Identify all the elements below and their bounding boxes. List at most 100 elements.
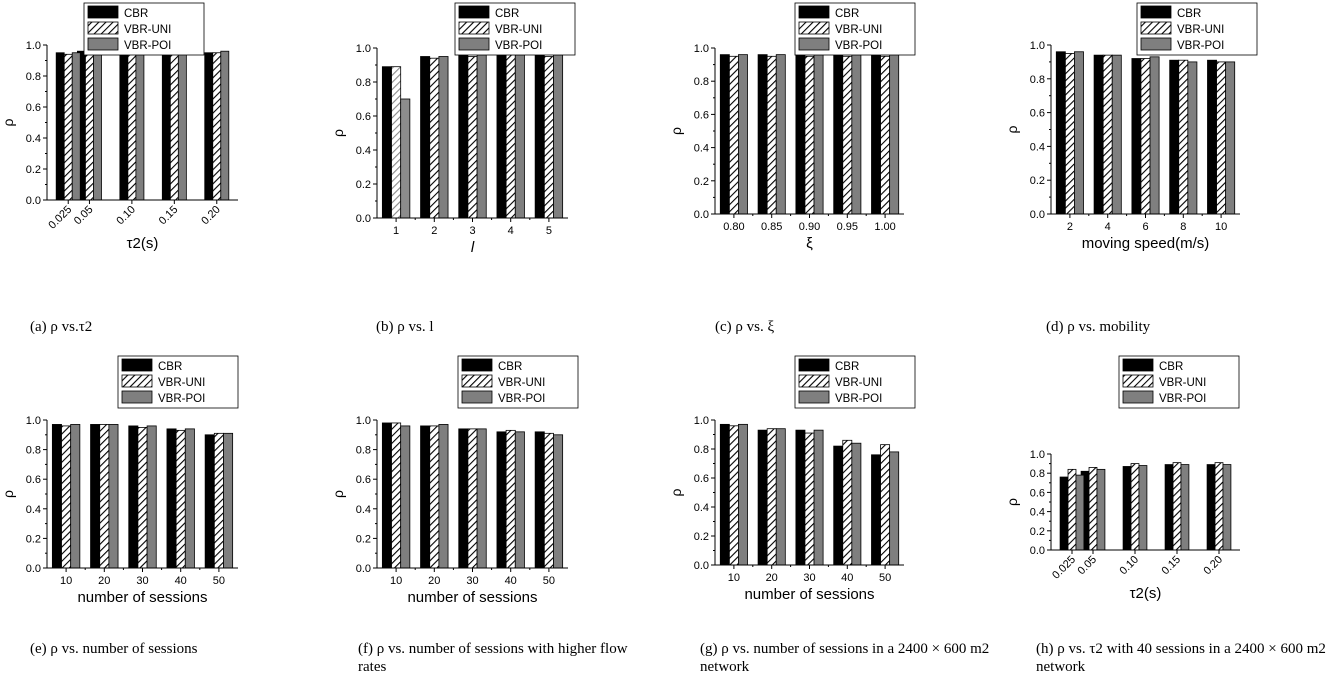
legend: CBR VBR-UNI VBR-POI bbox=[1136, 2, 1258, 56]
bar-vbr-uni-1 bbox=[728, 55, 739, 215]
x-axis-label: l bbox=[471, 239, 475, 256]
x-tick-label: 6 bbox=[1142, 221, 1148, 233]
legend-swatch-cbr bbox=[1122, 358, 1154, 372]
x-tick-label: 1.00 bbox=[874, 221, 895, 233]
bar-cbr-2 bbox=[757, 429, 768, 566]
legend-label-vbr-uni: VBR-UNI bbox=[835, 24, 882, 36]
bar-vbr-uni-1 bbox=[63, 53, 73, 201]
bar-vbr-poi-4 bbox=[851, 442, 862, 566]
legend-swatch-vbr-poi bbox=[798, 390, 830, 404]
legend-label-cbr: CBR bbox=[158, 361, 182, 373]
x-tick-label: 40 bbox=[175, 575, 187, 587]
y-tick-label: 1.0 bbox=[356, 43, 371, 55]
y-tick-label: 0.8 bbox=[356, 445, 371, 457]
bar-vbr-poi-5 bbox=[553, 54, 564, 219]
legend: CBR VBR-UNI VBR-POI bbox=[1118, 355, 1240, 409]
bar-vbr-poi-3 bbox=[1149, 56, 1160, 215]
legend-label-vbr-uni: VBR-UNI bbox=[1159, 377, 1206, 389]
x-tick-label: 3 bbox=[469, 225, 475, 237]
x-tick-label: 4 bbox=[508, 225, 514, 237]
legend-label-vbr-poi: VBR-POI bbox=[1177, 40, 1224, 52]
bar-cbr-5 bbox=[1207, 59, 1217, 215]
bar-vbr-poi-1 bbox=[71, 52, 81, 201]
bar-cbr-1 bbox=[719, 423, 730, 566]
y-tick-label: 0.0 bbox=[356, 563, 371, 575]
x-tick-label: 0.025 bbox=[46, 204, 74, 232]
y-tick-label: 0.4 bbox=[694, 143, 709, 155]
legend-swatch-vbr-uni bbox=[798, 374, 830, 388]
bar-vbr-uni-1 bbox=[728, 425, 739, 566]
bar-cbr-5 bbox=[534, 431, 545, 569]
bar-cbr-4 bbox=[496, 431, 507, 569]
y-tick-label: 1.0 bbox=[694, 43, 709, 55]
legend-label-cbr: CBR bbox=[835, 361, 859, 373]
legend-label-vbr-poi: VBR-POI bbox=[498, 393, 545, 405]
x-tick-label: 0.10 bbox=[114, 204, 138, 228]
legend-swatch-vbr-poi bbox=[121, 390, 153, 404]
bar-vbr-uni-5 bbox=[880, 55, 891, 215]
bar-vbr-uni-5 bbox=[212, 52, 222, 201]
x-tick-label: 0.15 bbox=[1159, 554, 1183, 578]
y-tick-label: 0.8 bbox=[356, 77, 371, 89]
legend-swatch-vbr-poi bbox=[1140, 37, 1172, 51]
x-tick-label: 0.20 bbox=[1201, 554, 1225, 578]
bar-vbr-uni-3 bbox=[127, 50, 137, 201]
bar-vbr-uni-1 bbox=[391, 66, 402, 219]
legend-label-vbr-poi: VBR-POI bbox=[124, 40, 171, 52]
bar-cbr-3 bbox=[458, 428, 469, 569]
bar-vbr-uni-4 bbox=[1178, 59, 1189, 215]
chart-panel-c: 0.0 0.2 0.4 0.6 0.8 1.0 0.80 0.85 0.90 0.95 1.00 ρ ξ… bbox=[668, 2, 916, 252]
caption-b: (b) ρ vs. l bbox=[376, 319, 434, 335]
bar-vbr-poi-1 bbox=[70, 424, 81, 569]
legend: CBR VBR-UNI VBR-POI bbox=[83, 2, 205, 56]
y-tick-label: 0.4 bbox=[1030, 141, 1045, 153]
y-tick-label: 0.2 bbox=[694, 176, 709, 188]
x-tick-label: 0.15 bbox=[157, 204, 181, 228]
bar-vbr-poi-1 bbox=[738, 423, 748, 566]
y-tick-label: 0.6 bbox=[1030, 487, 1045, 499]
bar-vbr-uni-5 bbox=[880, 444, 891, 566]
legend: CBR VBR-UNI VBR-POI bbox=[794, 2, 916, 56]
bar-cbr-5 bbox=[204, 434, 215, 569]
bar-cbr-3 bbox=[795, 54, 806, 215]
y-tick-label: 0.4 bbox=[1030, 507, 1045, 519]
chart-panel-b: 0.0 0.2 0.4 0.6 0.8 1.0 1 2 3 4 5 ρ l CBR VBR-UNI VBR-P… bbox=[330, 2, 576, 256]
x-tick-label: 50 bbox=[879, 572, 891, 584]
bar-vbr-poi-4 bbox=[514, 431, 525, 569]
bar-cbr-1 bbox=[51, 424, 62, 569]
bar-cbr-3 bbox=[458, 54, 469, 219]
bar-vbr-uni-3 bbox=[467, 56, 478, 219]
y-tick-label: 0.2 bbox=[1030, 526, 1045, 538]
bar-vbr-uni-4 bbox=[1172, 462, 1182, 551]
bar-vbr-poi-5 bbox=[1225, 61, 1236, 215]
x-tick-label: 30 bbox=[136, 575, 148, 587]
bar-cbr-4 bbox=[166, 428, 177, 569]
bar-cbr-4 bbox=[496, 54, 507, 219]
bar-vbr-uni-2 bbox=[1088, 467, 1098, 551]
x-tick-label: 10 bbox=[728, 572, 740, 584]
bar-vbr-uni-4 bbox=[505, 54, 516, 219]
x-tick-label: 2 bbox=[1067, 221, 1073, 233]
legend-swatch-cbr bbox=[121, 358, 153, 372]
bar-vbr-poi-5 bbox=[220, 50, 230, 201]
bar-vbr-poi-4 bbox=[1187, 61, 1198, 215]
y-tick-label: 0.2 bbox=[26, 164, 41, 176]
legend-label-vbr-uni: VBR-UNI bbox=[498, 377, 545, 389]
bar-vbr-poi-4 bbox=[851, 54, 862, 215]
bar-vbr-poi-3 bbox=[476, 428, 487, 569]
y-tick-label: 0.0 bbox=[26, 563, 41, 575]
bar-cbr-2 bbox=[1093, 54, 1104, 215]
legend-swatch-cbr bbox=[461, 358, 493, 372]
legend-label-cbr: CBR bbox=[1177, 8, 1201, 20]
caption-f: (f) ρ vs. number of sessions with higher… bbox=[358, 641, 628, 675]
y-tick-label: 0.6 bbox=[356, 474, 371, 486]
y-tick-label: 0.0 bbox=[1030, 545, 1045, 557]
y-tick-label: 1.0 bbox=[1030, 449, 1045, 461]
legend: CBR VBR-UNI VBR-POI bbox=[117, 355, 239, 409]
bar-cbr-4 bbox=[161, 50, 171, 201]
bar-vbr-poi-2 bbox=[1111, 54, 1122, 215]
bar-vbr-uni-3 bbox=[137, 426, 148, 569]
y-tick-label: 0.0 bbox=[694, 560, 709, 572]
legend: CBR VBR-UNI VBR-POI bbox=[454, 2, 576, 56]
